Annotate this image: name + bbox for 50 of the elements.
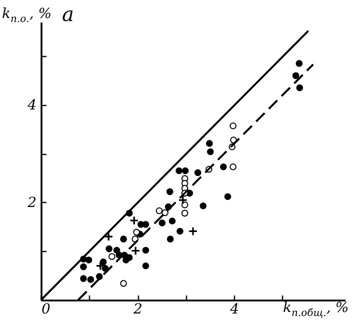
point [188,226,198,236]
point [85,256,92,264]
point [168,218,176,224]
point [130,246,140,256]
point [200,202,207,210]
point [129,216,139,226]
point [142,262,150,270]
point [156,207,163,214]
point [206,140,213,147]
point [166,236,174,242]
point [104,232,114,242]
point [292,72,300,80]
point [176,228,184,235]
point [158,220,166,226]
point [224,193,232,200]
point [96,261,106,271]
x-tick-label: 0 [42,302,50,318]
point [80,275,87,282]
chart-title: а [62,2,74,26]
point [296,60,303,67]
point [142,246,150,254]
point [113,246,120,254]
point [220,163,227,170]
point [87,276,94,283]
point [194,169,202,176]
x-tick-label: 2 [132,302,143,318]
point [181,201,188,208]
point [182,167,189,174]
point [181,210,188,217]
point [132,236,139,242]
point [120,236,127,242]
x-tick-label: 4 [229,302,239,318]
point [96,273,103,280]
point [133,228,140,236]
point [206,148,214,156]
y-axis-title: k$_{п.о.}$, % [2,6,52,25]
point [162,209,168,216]
point [80,263,87,270]
point [142,220,150,228]
point [108,253,116,260]
point [166,188,174,196]
point [230,122,236,130]
point [176,167,182,174]
point [178,195,188,205]
point [100,258,107,266]
point [230,163,236,170]
x-axis-title: k$_{п.общ.}$, % [283,300,349,319]
point [296,84,304,92]
point [120,280,127,287]
point [106,245,112,252]
